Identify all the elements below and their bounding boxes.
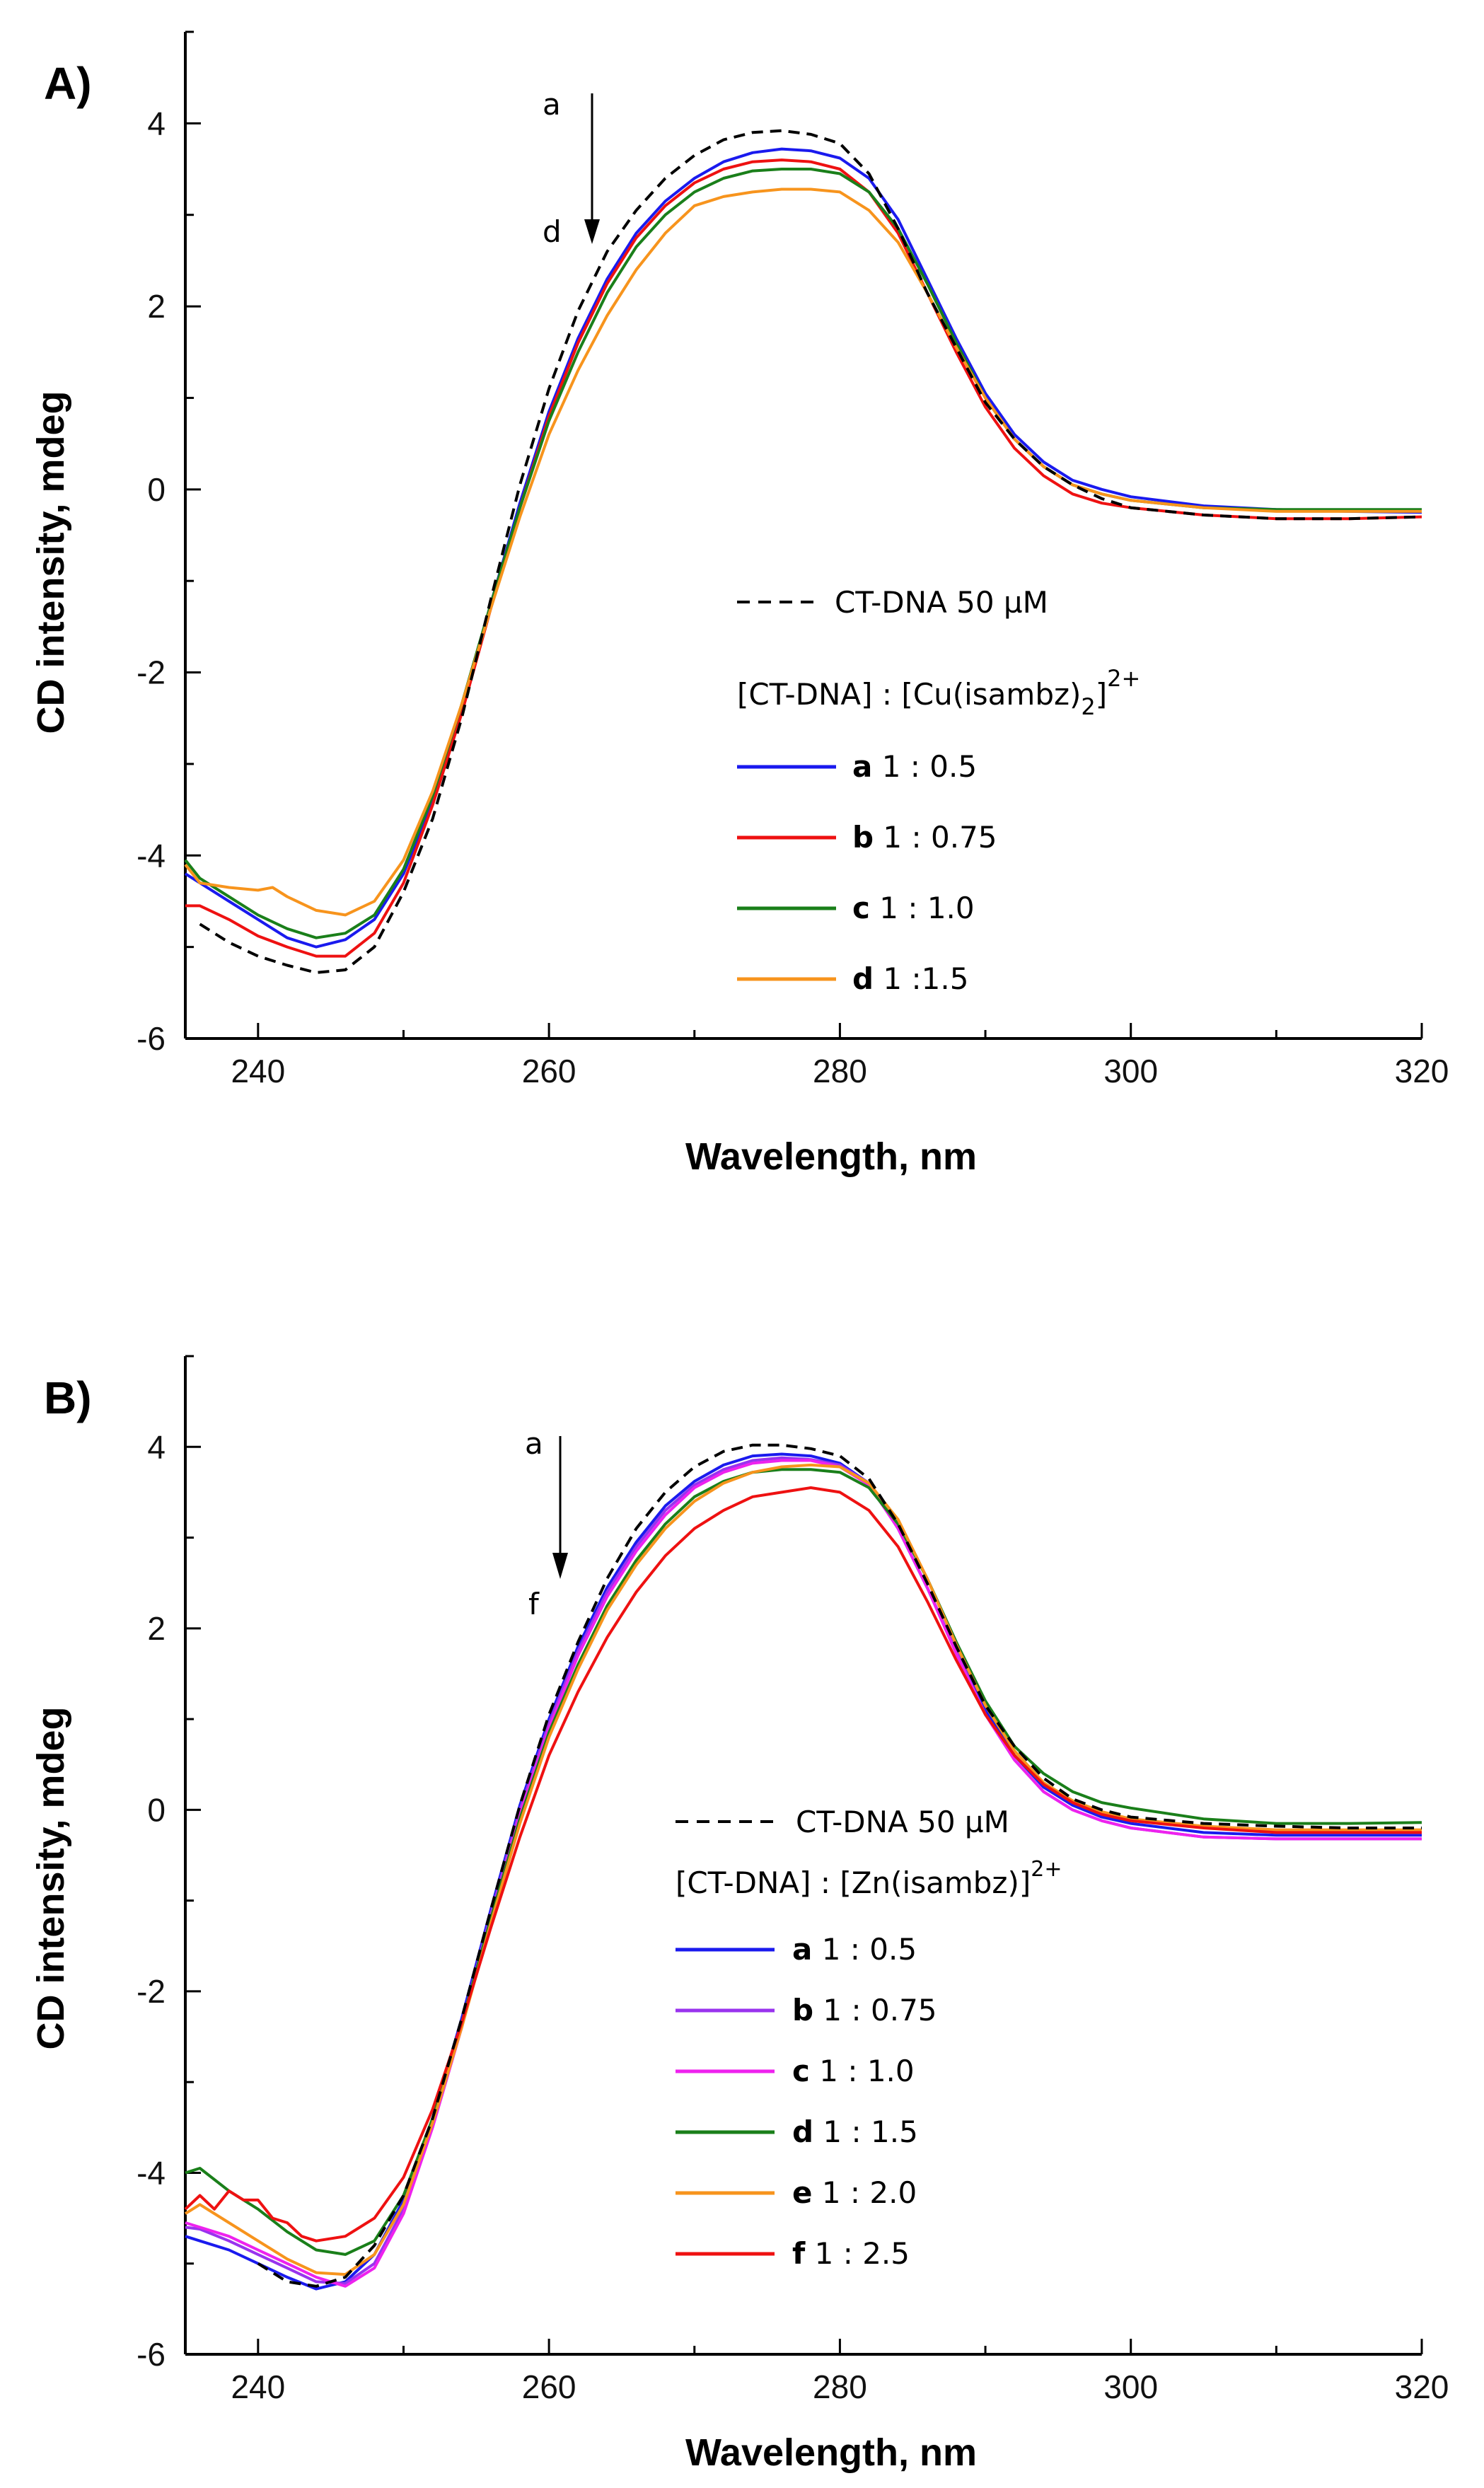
- panel-b-y-tick-label: 4: [147, 1428, 166, 1465]
- panel-a-y-tick-label: 2: [147, 288, 166, 325]
- panel-b-label: B): [44, 1372, 92, 1423]
- panel-a-legend-label-a: a 1 : 0.5: [852, 749, 977, 784]
- panel-a-series-line-c: [184, 168, 1422, 939]
- panel-b-series-line-d: [185, 1468, 1422, 2256]
- panel-a-annotation-arrow: a d: [543, 87, 600, 249]
- panel-a-arrow-start-label: a: [543, 87, 561, 122]
- panel-a-axes: 240 260 280 300 320 -6 -4 -2 0 2 4: [137, 30, 1449, 1089]
- panel-b-x-tick-label: 280: [813, 2368, 867, 2405]
- panel-a-x-tick-label: 260: [522, 1053, 576, 1089]
- panel-a-legend-rows: a 1 : 0.5 b 1 : 0.75 c 1 : 1.0 d 1 :1.5: [737, 749, 997, 996]
- panel-b-x-axis-title: Wavelength, nm: [685, 2431, 977, 2474]
- panel-a-legend-label-b: b 1 : 0.75: [852, 820, 997, 855]
- panel-b-x-tick-label: 240: [231, 2368, 285, 2405]
- panel-b-arrow-end-label: f: [528, 1587, 540, 1621]
- panel-a: A) 240 260 280 300 320 -6 -4 -2 0 2 4 Wavelength, …: [30, 30, 1449, 1178]
- panel-a-y-tick-label: 4: [147, 105, 166, 141]
- panel-a-x-tick-label: 280: [813, 1053, 867, 1089]
- panel-b-legend-label-f: f 1 : 2.5: [792, 2236, 910, 2271]
- panel-a-series-line-d: [184, 187, 1422, 917]
- panel-a-legend-label-d: d 1 :1.5: [852, 961, 968, 996]
- panel-a-arrow-head: [584, 219, 600, 244]
- panel-b-x-tick-label: 300: [1103, 2368, 1158, 2405]
- panel-b-annotation-arrow: a f: [525, 1426, 568, 1621]
- panel-b-series: [184, 1443, 1422, 2291]
- panel-a-series: [184, 129, 1422, 974]
- panel-a-y-tick-label: 0: [147, 471, 166, 508]
- panel-b-series-line-f: [184, 1486, 1422, 2243]
- panel-b-legend-label-c: c 1 : 1.0: [792, 2054, 915, 2088]
- panel-b-legend-label-e: e 1 : 2.0: [792, 2175, 917, 2210]
- panel-b-x-tick-label: 320: [1395, 2368, 1449, 2405]
- panel-a-y-tick-label: -2: [137, 654, 166, 691]
- panel-a-x-tick-label: 240: [231, 1053, 285, 1089]
- panel-b-x-tick-label: 260: [522, 2368, 576, 2405]
- panel-b-legend-ratio-title: [CT-DNA] : [Zn(isambz)]2+: [676, 1857, 1062, 1900]
- panel-b: B) 240 260 280 300 320 -6 -4 -2 0 2 4 Wavelength, …: [30, 1355, 1449, 2474]
- panel-b-legend: CT-DNA 50 µM [CT-DNA] : [Zn(isambz)]2+ a…: [676, 1805, 1062, 2271]
- panel-b-legend-label-d: d 1 : 1.5: [792, 2114, 918, 2149]
- panel-a-x-tick-label: 320: [1395, 1053, 1449, 1089]
- panel-a-legend-reference-label: CT-DNA 50 µM: [835, 585, 1048, 620]
- panel-a-y-tick-label: -6: [137, 1020, 166, 1057]
- panel-b-series-line-c: [185, 1459, 1422, 2288]
- panel-b-y-tick-label: 0: [147, 1791, 166, 1828]
- panel-b-series-line-a: [185, 1452, 1422, 2291]
- panel-a-series-line-a: [184, 147, 1422, 949]
- panel-a-arrow-end-label: d: [543, 214, 562, 249]
- panel-a-legend-label-c: c 1 : 1.0: [852, 891, 975, 925]
- panel-a-label: A): [44, 58, 92, 109]
- panel-b-arrow-head: [552, 1553, 568, 1579]
- panel-b-legend-label-a: a 1 : 0.5: [792, 1932, 917, 1967]
- panel-a-series-line-reference: [199, 129, 1422, 974]
- panel-a-x-axis-title: Wavelength, nm: [685, 1135, 977, 1178]
- panel-b-axes: 240 260 280 300 320 -6 -4 -2 0 2 4: [137, 1355, 1449, 2405]
- panel-b-legend-label-b: b 1 : 0.75: [792, 1993, 937, 2027]
- panel-a-series-line-b: [185, 158, 1422, 958]
- panel-b-y-tick-label: -2: [137, 1973, 166, 2010]
- panel-b-y-tick-label: 2: [147, 1610, 166, 1647]
- panel-b-y-axis-title: CD intensity, mdeg: [30, 1706, 72, 2049]
- panel-a-legend: CT-DNA 50 µM [CT-DNA] : [Cu(isambz)2]2+ …: [737, 585, 1140, 996]
- panel-b-y-tick-label: -4: [137, 2154, 166, 2191]
- panel-b-arrow-start-label: a: [525, 1426, 543, 1461]
- panel-b-series-line-reference: [257, 1443, 1422, 2288]
- panel-a-y-axis-title: CD intensity, mdeg: [30, 390, 72, 734]
- panel-a-legend-ratio-title: [CT-DNA] : [Cu(isambz)2]2+: [737, 665, 1140, 720]
- panel-b-legend-rows: a 1 : 0.5 b 1 : 0.75 c 1 : 1.0 d 1 : 1.5 e 1…: [676, 1932, 937, 2271]
- panel-a-y-tick-label: -4: [137, 837, 166, 874]
- panel-a-x-tick-label: 300: [1103, 1053, 1158, 1089]
- panel-b-y-tick-label: -6: [137, 2336, 166, 2373]
- panel-b-legend-reference-label: CT-DNA 50 µM: [796, 1805, 1009, 1839]
